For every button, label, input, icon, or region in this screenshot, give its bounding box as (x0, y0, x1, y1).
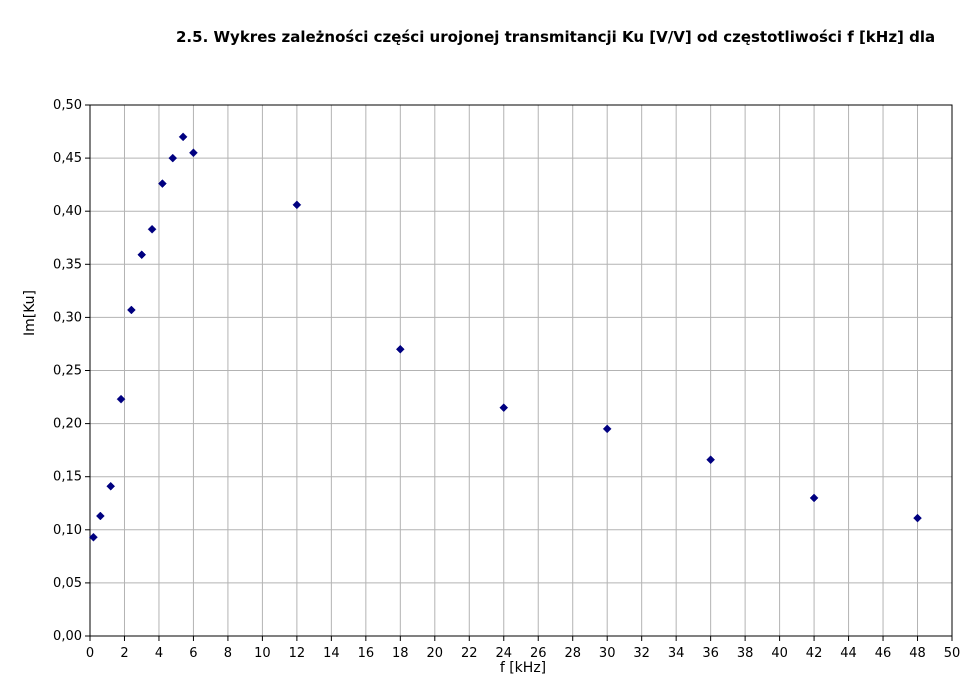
y-axis-title: Im[Ku] (22, 290, 38, 336)
data-point-marker (116, 394, 126, 404)
x-tick-label: 36 (702, 646, 719, 661)
x-tick-label: 48 (909, 646, 926, 661)
x-tick-label: 28 (564, 646, 581, 661)
y-tick-label: 0,45 (53, 151, 82, 166)
y-tick-label: 0,00 (53, 629, 82, 644)
x-tick-label: 20 (427, 646, 444, 661)
data-point-marker (178, 132, 188, 142)
tick-labels: 0 2 4 6 8 10 12 14 16 18 20 22 24 26 28 30 32 34 36 38 40 42 4… (53, 98, 960, 661)
x-tick-label: 32 (633, 646, 650, 661)
x-tick-label: 50 (944, 646, 961, 661)
chart-title: 2.5. Wykres zależności części urojonej t… (176, 28, 935, 46)
x-tick-label: 4 (155, 646, 163, 661)
y-tick-label: 0,35 (53, 257, 82, 272)
data-point-marker (706, 455, 715, 465)
y-tick-label: 0,30 (53, 310, 82, 325)
grid-lines (89, 104, 953, 637)
data-point-marker (189, 148, 198, 158)
data-point-marker (499, 403, 509, 413)
x-tick-label: 10 (254, 646, 271, 661)
data-point-marker (158, 179, 167, 188)
y-tick-label: 0,50 (53, 98, 82, 113)
x-tick-label: 38 (737, 646, 754, 661)
data-point-marker (602, 424, 612, 434)
data-point-marker (106, 481, 116, 491)
data-points (89, 132, 922, 542)
x-tick-label: 16 (358, 646, 375, 661)
x-tick-label: 24 (495, 646, 512, 661)
x-tick-label: 18 (392, 646, 409, 661)
y-tick-label: 0,10 (53, 523, 82, 538)
x-tick-label: 44 (840, 646, 857, 661)
x-tick-label: 22 (461, 646, 478, 661)
data-point-marker (137, 250, 147, 260)
x-tick-label: 30 (599, 646, 616, 661)
x-tick-label: 40 (771, 646, 788, 661)
x-tick-label: 26 (530, 646, 547, 661)
data-point-marker (147, 224, 157, 234)
x-tick-label: 14 (323, 646, 340, 661)
x-tick-label: 46 (875, 646, 892, 661)
data-point-marker (89, 532, 98, 542)
data-point-marker (168, 153, 178, 163)
x-tick-label: 2 (120, 646, 128, 661)
y-tick-label: 0,40 (53, 204, 82, 219)
data-point-marker (127, 305, 136, 315)
x-tick-label: 8 (224, 646, 232, 661)
y-tick-label: 0,20 (53, 417, 82, 432)
data-point-marker (95, 511, 105, 521)
x-tick-label: 42 (806, 646, 823, 661)
data-point-marker (913, 513, 922, 523)
data-point-marker (809, 493, 819, 503)
data-point-marker (292, 200, 302, 210)
plot-frame (89, 104, 953, 637)
x-tick-label: 12 (289, 646, 306, 661)
axes (85, 104, 953, 641)
y-tick-label: 0,25 (53, 364, 82, 379)
x-axis-title: f [kHz] (500, 660, 546, 676)
y-tick-label: 0,05 (53, 576, 82, 591)
y-tick-label: 0,15 (53, 470, 82, 485)
x-tick-label: 34 (668, 646, 685, 661)
data-point-marker (395, 344, 405, 354)
x-tick-label: 6 (189, 646, 197, 661)
x-tick-label: 0 (86, 646, 94, 661)
